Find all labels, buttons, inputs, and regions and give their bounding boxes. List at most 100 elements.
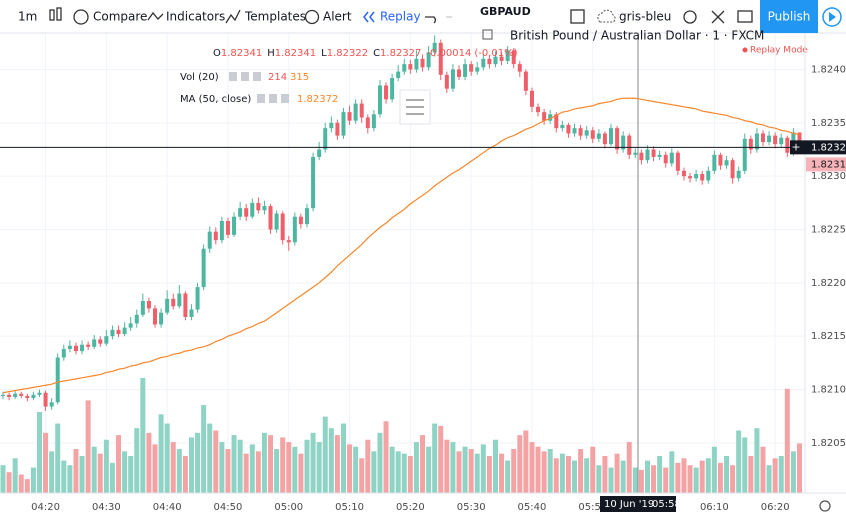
volume-bar	[541, 451, 547, 493]
layout-icon[interactable]	[570, 9, 585, 24]
candle-body	[633, 152, 638, 155]
candle-body	[730, 160, 735, 179]
ma-legend-value: 1.82372	[297, 94, 338, 105]
publish-button[interactable]	[760, 0, 818, 33]
candle-body	[256, 202, 261, 211]
play-button[interactable]	[822, 7, 842, 27]
candle-body	[110, 329, 115, 337]
x-tick-label: 04:40	[153, 502, 182, 513]
volume-bar	[328, 428, 334, 493]
volume-bar	[669, 451, 675, 493]
templates-icon[interactable]	[225, 9, 241, 24]
volume-bar	[6, 472, 12, 493]
y-tick-label: 1.82250	[811, 224, 846, 235]
collapse-icon[interactable]	[482, 29, 493, 40]
drawing-tool-box[interactable]	[399, 89, 431, 125]
volume-bar	[602, 455, 608, 493]
candle-body	[438, 42, 443, 75]
volume-bar	[590, 446, 596, 493]
alert-icon[interactable]	[304, 9, 320, 25]
axis-settings-button[interactable]	[819, 500, 831, 512]
candle-body	[450, 69, 455, 89]
chart-type-icon[interactable]	[49, 7, 62, 21]
volume-bar	[298, 453, 304, 493]
candle-body	[341, 112, 346, 136]
volume-bar	[207, 423, 213, 493]
volume-bar	[614, 453, 620, 493]
candle-body	[55, 357, 60, 403]
volume-bar	[681, 458, 687, 493]
candle-body	[171, 298, 176, 307]
candle-body	[529, 90, 534, 107]
volume-bar	[596, 465, 602, 493]
candle-body	[390, 78, 395, 100]
alert-button[interactable]: Alert	[323, 10, 352, 24]
volume-bar	[450, 442, 456, 493]
volume-bar	[122, 451, 128, 493]
replay-button[interactable]: Replay	[380, 10, 421, 24]
undo-button[interactable]	[425, 16, 436, 24]
fullscreen-button[interactable]	[711, 10, 725, 24]
candle-body	[566, 124, 571, 134]
ma-legend-icons[interactable]	[257, 94, 289, 103]
volume-bar	[128, 455, 134, 493]
candle-body	[219, 220, 224, 241]
candle-body	[177, 293, 182, 307]
candle-body	[31, 394, 36, 399]
cloud-icon[interactable]	[597, 9, 616, 23]
low-value: 1.82322	[327, 48, 368, 59]
volume-bar	[255, 451, 261, 493]
publish-label[interactable]: Publish	[768, 10, 811, 24]
volume-bar	[243, 453, 249, 493]
indicators-icon[interactable]	[147, 11, 164, 21]
candle-body	[444, 74, 449, 89]
volume-legend-value: 214	[268, 72, 287, 83]
templates-button[interactable]: Templates	[244, 10, 306, 24]
candle-body	[499, 56, 504, 61]
volume-bar	[347, 444, 353, 493]
volume-bar	[365, 439, 371, 493]
candle-body	[560, 124, 565, 129]
volume-bar	[359, 458, 365, 493]
last-price-label: 1.82327	[811, 142, 846, 153]
volume-bar	[158, 414, 164, 493]
close-label: C	[373, 48, 380, 59]
compare-icon[interactable]	[73, 9, 89, 25]
compare-button[interactable]: Compare	[93, 10, 147, 24]
candle-body	[548, 114, 553, 121]
interval-button[interactable]: 1m	[18, 10, 37, 24]
candle-body	[457, 69, 461, 77]
candle-body	[153, 308, 157, 325]
volume-bar	[219, 442, 225, 493]
candle-body	[195, 287, 200, 310]
candle-body	[536, 106, 541, 113]
volume-bar	[43, 432, 49, 493]
candle-body	[700, 174, 705, 181]
candle-body	[213, 231, 218, 241]
settings-button[interactable]	[683, 10, 697, 24]
volume-bar	[401, 453, 407, 493]
volume-bar	[55, 423, 61, 493]
candle-body	[487, 58, 492, 65]
open-label: O	[213, 48, 221, 59]
snapshot-button[interactable]	[737, 10, 753, 23]
candle-body	[347, 112, 352, 121]
volume-bar	[632, 467, 638, 493]
volume-legend-icons[interactable]	[229, 72, 261, 81]
volume-bar	[584, 458, 590, 493]
candle-body	[49, 402, 54, 407]
indicators-button[interactable]: Indicators	[166, 10, 225, 24]
candle-body	[493, 56, 498, 65]
candle-body	[19, 393, 24, 396]
volume-bar	[663, 467, 669, 493]
replay-icon[interactable]	[363, 11, 375, 23]
change-value: -0.00014	[426, 48, 471, 59]
volume-bar	[699, 460, 705, 493]
volume-bar	[426, 446, 432, 493]
candle-body	[371, 114, 376, 129]
ohlc-legend: O1.82341 H1.82341 L1.82322 C1.82327 -0.00014…	[213, 48, 518, 59]
ma-legend-name: MA (50, close)	[180, 94, 251, 105]
symbol[interactable]: GBPAUD	[480, 5, 531, 18]
layout-name[interactable]: gris-bleu	[619, 10, 671, 24]
candle-body	[420, 58, 425, 68]
